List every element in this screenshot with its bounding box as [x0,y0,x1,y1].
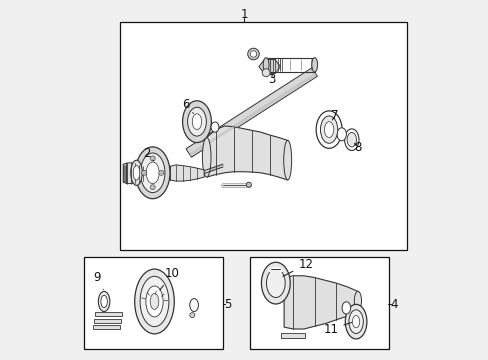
Ellipse shape [266,269,285,297]
Text: 8: 8 [353,141,361,154]
Ellipse shape [135,147,170,199]
Ellipse shape [261,262,289,304]
Text: 3: 3 [267,73,275,86]
Polygon shape [185,68,317,157]
Text: 12: 12 [283,258,312,276]
Ellipse shape [187,107,206,136]
Ellipse shape [246,182,251,187]
Ellipse shape [345,305,366,339]
Ellipse shape [146,162,159,184]
Ellipse shape [344,129,358,150]
Ellipse shape [316,111,342,148]
Ellipse shape [348,310,363,333]
Circle shape [159,170,163,175]
Ellipse shape [133,166,140,180]
Text: 11: 11 [323,323,351,336]
Ellipse shape [346,132,356,147]
Polygon shape [123,163,126,184]
Ellipse shape [250,51,256,57]
Circle shape [150,156,155,161]
Text: 1: 1 [240,8,248,21]
Ellipse shape [354,291,361,311]
Polygon shape [284,276,357,329]
Ellipse shape [189,312,194,318]
Ellipse shape [140,276,168,327]
Ellipse shape [320,116,337,143]
Ellipse shape [263,58,268,72]
Circle shape [141,170,146,175]
Bar [93,325,120,329]
Ellipse shape [130,160,142,185]
Text: 9: 9 [93,271,103,289]
Text: 5: 5 [224,298,231,311]
Ellipse shape [283,140,291,180]
Polygon shape [206,126,287,180]
Ellipse shape [342,302,350,314]
Ellipse shape [262,69,269,77]
Text: 6: 6 [182,98,193,113]
Text: 4: 4 [389,298,397,311]
Bar [94,319,121,323]
Ellipse shape [189,298,198,311]
Ellipse shape [145,286,163,317]
Circle shape [150,185,155,190]
Text: 7: 7 [331,109,338,122]
Ellipse shape [140,153,164,193]
Polygon shape [170,165,204,181]
Ellipse shape [98,291,110,311]
Bar [84,257,223,349]
Ellipse shape [182,101,211,143]
Ellipse shape [324,122,333,138]
Polygon shape [258,60,280,73]
Ellipse shape [202,138,211,177]
Bar [120,22,406,250]
Text: 10: 10 [160,267,180,290]
Bar [249,257,387,349]
Ellipse shape [134,269,174,334]
Ellipse shape [336,128,346,141]
Ellipse shape [150,293,159,309]
Ellipse shape [192,114,201,130]
Ellipse shape [211,122,219,132]
Polygon shape [126,163,142,184]
Text: 2: 2 [142,147,153,161]
Bar [95,312,122,316]
Ellipse shape [311,58,317,72]
Ellipse shape [352,315,359,328]
Ellipse shape [101,295,107,307]
Ellipse shape [247,48,259,60]
Bar [280,333,305,338]
